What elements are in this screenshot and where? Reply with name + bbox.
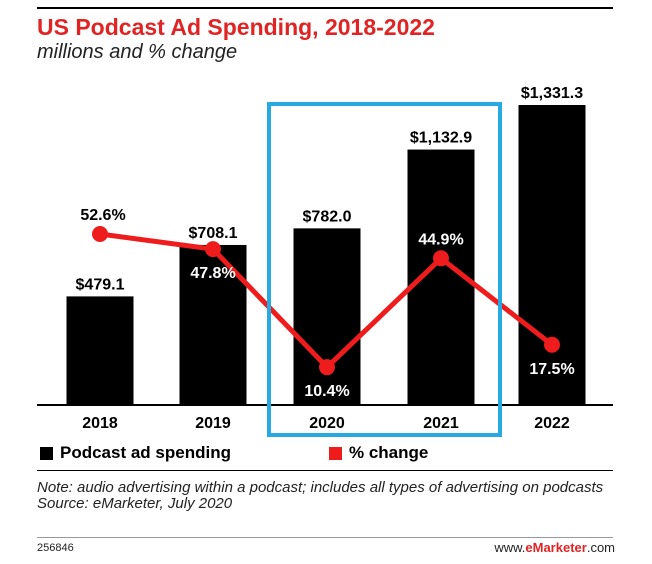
bar-value-label-2022: $1,331.3 [521, 85, 583, 102]
bar-value-label-2019: $708.1 [189, 225, 238, 242]
bar-value-label-2020: $782.0 [303, 208, 352, 225]
footer-rule [37, 537, 613, 538]
source-text: Source: eMarketer, July 2020 [37, 495, 233, 512]
x-tick-2019: 2019 [195, 415, 231, 432]
note-text: Note: audio advertising within a podcast… [37, 479, 604, 496]
top-rule [37, 7, 613, 9]
x-tick-2020: 2020 [309, 415, 345, 432]
chart-note: Note: audio advertising within a podcast… [37, 480, 617, 512]
brand-link[interactable]: www.eMarketer.com [494, 540, 615, 555]
pct-point-2019 [205, 241, 221, 258]
bar-value-label-2021: $1,132.9 [410, 130, 472, 147]
bar-2022 [518, 105, 586, 404]
legend-bar-label: Podcast ad spending [60, 443, 231, 462]
x-tick-2022: 2022 [534, 415, 570, 432]
divider [37, 470, 613, 471]
legend-bar-item: Podcast ad spending [40, 443, 231, 463]
brand-prefix: www. [494, 540, 526, 555]
bar-2020 [293, 228, 361, 404]
pct-point-2022 [544, 336, 560, 353]
brand-suffix: .com [586, 540, 615, 555]
legend-line-label: % change [349, 443, 429, 462]
pct-point-2020 [319, 359, 335, 376]
bar-2018 [66, 296, 134, 404]
legend-line-item: % change [329, 443, 428, 463]
pct-label-2020: 10.4% [304, 383, 349, 400]
pct-point-2021 [433, 250, 449, 267]
brand-name: eMarketer [525, 540, 587, 555]
highlight-box [267, 102, 502, 437]
x-tick-2018: 2018 [82, 415, 118, 432]
chart-id: 256846 [37, 542, 74, 554]
pct-label-2018: 52.6% [80, 207, 125, 224]
pct-label-2021: 44.9% [418, 231, 463, 248]
legend-line-swatch [329, 446, 342, 460]
chart-subtitle: millions and % change [37, 41, 238, 63]
pct-point-2018 [92, 226, 108, 242]
pct-label-2022: 17.5% [529, 361, 574, 378]
chart-title: US Podcast Ad Spending, 2018-2022 [37, 14, 435, 40]
bar-value-label-2018: $479.1 [76, 276, 125, 293]
legend-bar-swatch [40, 446, 53, 460]
pct-label-2019: 47.8% [190, 265, 235, 282]
x-tick-2021: 2021 [423, 415, 459, 432]
